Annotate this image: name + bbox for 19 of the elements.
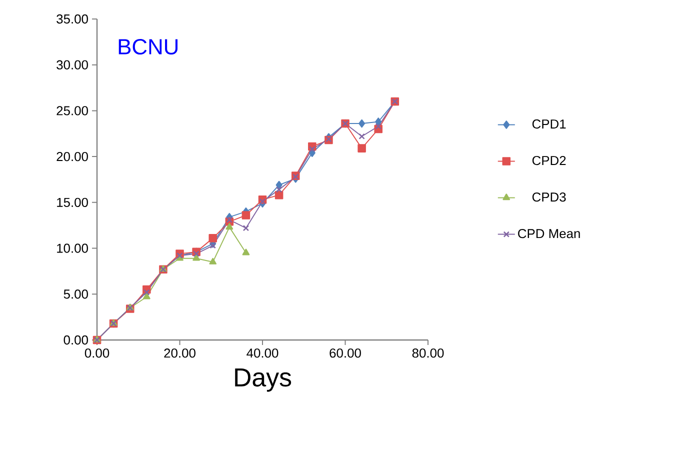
legend-label: CPD3 — [532, 192, 566, 202]
y-tick-label: 10.00 — [57, 244, 88, 253]
x-tick-label: 20.00 — [164, 348, 196, 358]
x-tick-label: 40.00 — [246, 348, 278, 358]
text: BCNU — [118, 38, 178, 55]
legend-label: CPD2 — [532, 156, 566, 166]
x-tick-label: 80.00 — [412, 348, 444, 358]
x-tick-label: 0.00 — [84, 348, 110, 358]
y-tick-label: 30.00 — [56, 60, 88, 70]
y-tick-label: 25.00 — [56, 106, 88, 116]
x-axis-title: Days — [235, 368, 292, 392]
y-tick-label: 5.00 — [64, 290, 88, 299]
y-tick-label: 0.00 — [64, 335, 88, 345]
y-tick-label: 15.00 — [57, 198, 88, 207]
y-tick-label: 35.00 — [56, 14, 88, 24]
legend-label: CPD Mean — [518, 228, 580, 238]
legend-label: CPD1 — [532, 119, 566, 129]
x-tick-label: 60.00 — [330, 348, 361, 358]
y-tick-label: 20.00 — [56, 152, 88, 162]
